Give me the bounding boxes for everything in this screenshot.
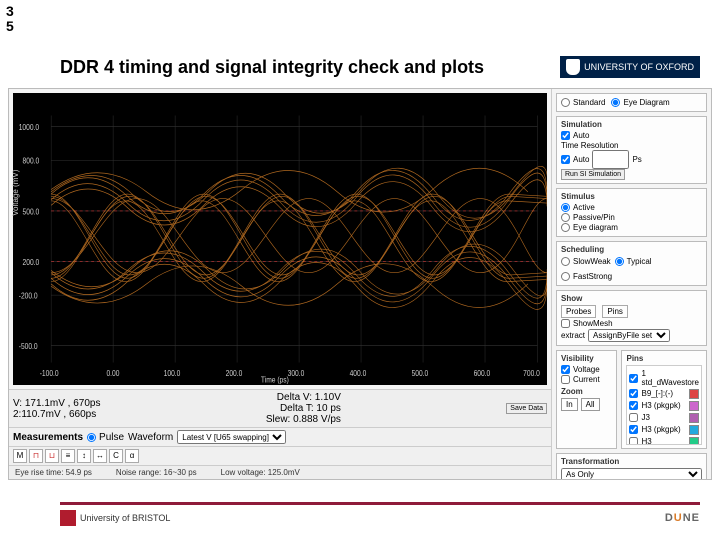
oxford-label: UNIVERSITY OF OXFORD	[584, 62, 694, 72]
waveform-select[interactable]: Latest V [U65 swapping]	[177, 430, 286, 444]
svg-text:0.00: 0.00	[106, 368, 119, 378]
svg-text:600.0: 600.0	[474, 368, 491, 378]
svg-text:200.0: 200.0	[226, 368, 243, 378]
swatch-icon	[689, 425, 699, 435]
tool-icon-8[interactable]: α	[125, 449, 139, 463]
status-noise: Noise range: 16~30 ps	[116, 468, 197, 477]
tab-eye-diagram[interactable]: Eye Diagram	[611, 98, 669, 107]
stim-passive[interactable]: Passive/Pin	[561, 213, 702, 222]
pins-panel: Pins 1 std_dWavestore B9_[-]:(-) H3 (pkg…	[621, 350, 707, 449]
pins-list[interactable]: 1 std_dWavestore B9_[-]:(-) H3 (pkgpk) J…	[626, 365, 702, 445]
sched-fast[interactable]: FastStrong	[561, 272, 612, 281]
stim-active[interactable]: Active	[561, 203, 702, 212]
svg-text:1000.0: 1000.0	[19, 123, 39, 133]
tool-icon-3[interactable]: ⊔	[45, 449, 59, 463]
sim-auto[interactable]: Auto	[561, 131, 702, 140]
toolbar-icons: M ⊓ ⊔ ≡ ↕ ↔ C α	[9, 446, 551, 465]
status-bar: Eye rise time: 54.9 ps Noise range: 16~3…	[9, 465, 551, 479]
showmesh-check[interactable]: ShowMesh	[561, 319, 702, 328]
dune-logo: DUNE	[665, 512, 700, 524]
sched-slow[interactable]: SlowWeak	[561, 257, 611, 266]
sim-auto2[interactable]: Auto	[561, 155, 589, 164]
swatch-icon	[689, 389, 699, 399]
status-eye-rise: Eye rise time: 54.9 ps	[15, 468, 92, 477]
pulse-radio[interactable]: Pulse	[87, 432, 124, 443]
page-number: 3 5	[6, 4, 14, 35]
measurements-label: Measurements	[13, 432, 83, 443]
tab-standard[interactable]: Standard	[561, 98, 605, 107]
probes-tab[interactable]: Probes	[561, 305, 596, 318]
svg-text:-500.0: -500.0	[19, 342, 38, 352]
swatch-icon	[689, 413, 699, 423]
show-panel: Show Probes Pins ShowMesh extract Assign…	[556, 290, 707, 346]
tool-icon-6[interactable]: ↔	[93, 449, 107, 463]
vis-voltage[interactable]: Voltage	[561, 365, 612, 374]
ps-input[interactable]	[592, 150, 629, 169]
svg-text:700.0: 700.0	[523, 368, 540, 378]
transformation-select[interactable]: As Only	[561, 468, 702, 479]
stimulus-panel: Stimulus Active Passive/Pin Eye diagram	[556, 188, 707, 237]
bristol-badge: University of BRISTOL	[60, 510, 170, 526]
svg-text:Time (ps): Time (ps)	[261, 375, 289, 385]
save-data-button[interactable]: Save Data	[506, 403, 547, 414]
footer-rule	[60, 502, 700, 505]
waveform-label: Waveform	[128, 432, 173, 443]
swatch-icon	[689, 401, 699, 411]
swatch-icon	[689, 437, 699, 446]
oxford-shield-icon	[566, 59, 580, 75]
svg-text:500.0: 500.0	[23, 207, 40, 217]
svg-text:500.0: 500.0	[412, 368, 429, 378]
eye-diagram-plot[interactable]: 1000.0 800.0 500.0 200.0 -200.0 -500.0 -…	[13, 93, 547, 385]
y-axis-label: Voltage (mV)	[11, 170, 20, 216]
page-title: DDR 4 timing and signal integrity check …	[60, 57, 484, 78]
tool-icon-2[interactable]: ⊓	[29, 449, 43, 463]
footer: University of BRISTOL DUNE	[60, 510, 700, 526]
scheduling-panel: Scheduling SlowWeak Typical FastStrong	[556, 241, 707, 286]
svg-text:100.0: 100.0	[164, 368, 181, 378]
run-sim-button[interactable]: Run SI Simulation	[561, 169, 625, 180]
simulation-app-window: 1000.0 800.0 500.0 200.0 -200.0 -500.0 -…	[8, 88, 712, 480]
sched-typ[interactable]: Typical	[615, 257, 652, 266]
visibility-panel: Visibility Voltage Current Zoom In All	[556, 350, 617, 449]
transformation-panel: Transformation As Only	[556, 453, 707, 479]
svg-text:400.0: 400.0	[350, 368, 367, 378]
delta-readout: Delta V: 1.10V Delta T: 10 ps Slew: 0.88…	[266, 392, 341, 425]
oxford-badge: UNIVERSITY OF OXFORD	[560, 56, 700, 78]
tool-icon-5[interactable]: ↕	[77, 449, 91, 463]
svg-text:800.0: 800.0	[23, 156, 40, 166]
stim-eye[interactable]: Eye diagram	[561, 223, 702, 232]
plot-svg: 1000.0 800.0 500.0 200.0 -200.0 -500.0 -…	[13, 93, 547, 385]
extract-select[interactable]: AssignByFile set	[588, 329, 670, 342]
svg-text:200.0: 200.0	[23, 257, 40, 267]
bristol-logo-icon	[60, 510, 76, 526]
side-panel: Standard Eye Diagram Simulation Auto Tim…	[551, 89, 711, 479]
svg-text:300.0: 300.0	[288, 368, 305, 378]
tool-icon-4[interactable]: ≡	[61, 449, 75, 463]
pins-tab[interactable]: Pins	[602, 305, 628, 318]
cursor-readout: V: 171.1mV , 670ps 2:110.7mV , 660ps	[13, 398, 100, 420]
svg-text:-200.0: -200.0	[19, 291, 38, 301]
zoom-in-button[interactable]: In	[561, 398, 578, 411]
tool-icon-7[interactable]: C	[109, 449, 123, 463]
vis-current[interactable]: Current	[561, 375, 612, 384]
zoom-all-button[interactable]: All	[581, 398, 600, 411]
simulation-panel: Simulation Auto Time Resolution Auto Ps …	[556, 116, 707, 184]
tool-icon-1[interactable]: M	[13, 449, 27, 463]
measurements-bar: Measurements Pulse Waveform Latest V [U6…	[9, 427, 551, 446]
svg-text:-100.0: -100.0	[40, 368, 59, 378]
status-lowv: Low voltage: 125.0mV	[221, 468, 300, 477]
